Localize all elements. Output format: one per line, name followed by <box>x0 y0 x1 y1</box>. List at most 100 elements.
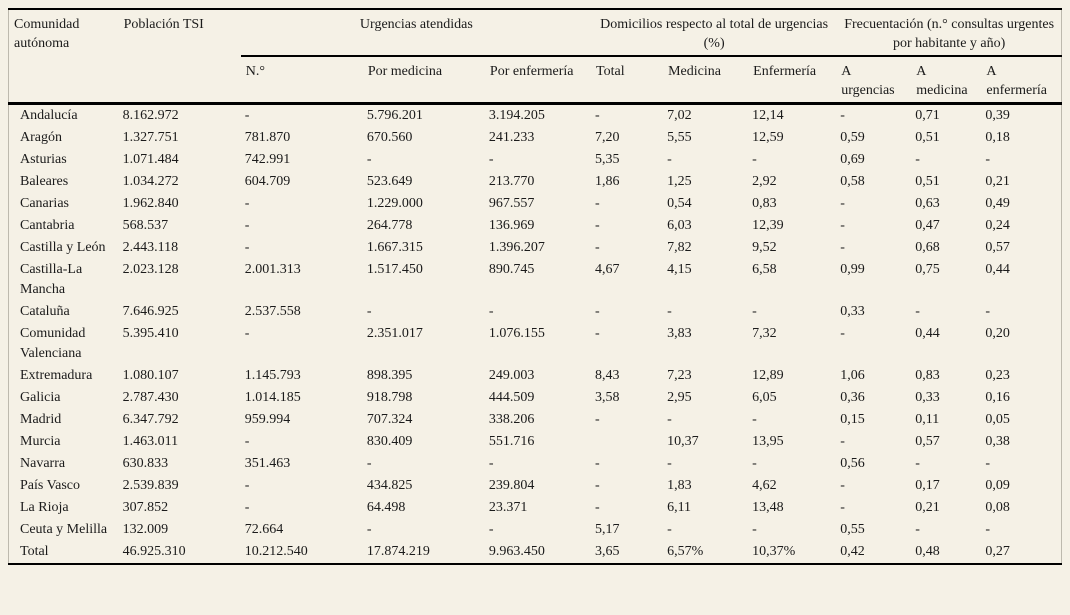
table-cell: - <box>915 152 920 167</box>
table-cell: 1.034.272 <box>122 174 179 189</box>
table-row: Canarias 1.962.840 - 1.229.000 967.557 - 0,54 0… <box>9 193 1062 215</box>
table-row: Baleares 1.034.272 604.709 523.649 213.770 1,… <box>9 171 1062 193</box>
table-cell: 213.770 <box>488 174 535 189</box>
table-cell: 307.852 <box>122 500 169 515</box>
table-cell: 1,86 <box>595 174 620 189</box>
table-cell: - <box>667 304 672 319</box>
row-label: Castilla y León <box>20 240 106 255</box>
header-comunidad-autonoma: Comunidad autónoma <box>8 9 119 105</box>
table-cell: 0,27 <box>985 544 1010 559</box>
table-cell: - <box>244 240 250 255</box>
table-cell: - <box>840 326 845 341</box>
table-cell: 6,05 <box>752 390 777 405</box>
table-cell: 1.071.484 <box>122 152 179 167</box>
table-cell: 0,56 <box>840 456 865 471</box>
table-cell: - <box>244 108 250 123</box>
subheader-col-4: Medicina <box>663 56 749 105</box>
table-cell: 4,15 <box>667 262 692 277</box>
subheader-col-3: Total <box>591 56 664 105</box>
row-label: Canarias <box>20 196 69 211</box>
table-cell: 4,67 <box>595 262 620 277</box>
table-cell: 3,58 <box>595 390 620 405</box>
table-cell: 2.001.313 <box>244 262 301 277</box>
table-cell: - <box>667 152 672 167</box>
subheader-col-8: A enfermería <box>981 56 1062 105</box>
table-cell: 6,03 <box>667 218 692 233</box>
table-cell: 3,65 <box>595 544 620 559</box>
table-cell: - <box>595 500 600 515</box>
table-cell: 10,37 <box>667 434 699 449</box>
table-cell: 3,83 <box>667 326 692 341</box>
table-cell: 630.833 <box>122 456 169 471</box>
header-group-frecuentacion: Frecuentación (n.° consultas urgentes po… <box>836 9 1062 57</box>
table-row: Castilla y León 2.443.118 - 1.667.315 1.396.… <box>9 237 1062 259</box>
table-cell: 2.537.558 <box>244 304 301 319</box>
table-cell: 7,32 <box>752 326 777 341</box>
table-cell: 959.994 <box>244 412 291 427</box>
table-cell: 0,48 <box>915 544 940 559</box>
table-cell: - <box>752 412 757 427</box>
table-cell: 0,57 <box>915 434 940 449</box>
table-cell: 0,05 <box>985 412 1010 427</box>
table-cell: 1,25 <box>667 174 692 189</box>
row-label: Madrid <box>20 412 62 427</box>
table-cell: 0,36 <box>840 390 865 405</box>
table-cell: 3.194.205 <box>488 108 545 123</box>
table-cell: 1.145.793 <box>244 368 301 383</box>
table-cell: - <box>366 456 372 471</box>
table-cell: 830.409 <box>366 434 413 449</box>
table-cell: 0,33 <box>915 390 940 405</box>
table-cell: 8.162.972 <box>122 108 179 123</box>
table-row: Cataluña 7.646.925 2.537.558 - - - - - 0,33 - - <box>9 301 1062 323</box>
table-cell: - <box>595 304 600 319</box>
table-cell: 2,92 <box>752 174 777 189</box>
table-cell: 10,37% <box>752 544 796 559</box>
table-cell: 604.709 <box>244 174 291 189</box>
table-cell: 1.962.840 <box>122 196 179 211</box>
table-cell: 239.804 <box>488 478 535 493</box>
table-cell: 5.796.201 <box>366 108 423 123</box>
table-cell: 0,75 <box>915 262 940 277</box>
table-cell: 10.212.540 <box>244 544 308 559</box>
row-label: Asturias <box>20 152 67 167</box>
table-cell: - <box>488 304 494 319</box>
table-cell: 8,43 <box>595 368 620 383</box>
table-cell: 781.870 <box>244 130 291 145</box>
table-cell: - <box>595 478 600 493</box>
table-cell: - <box>985 152 991 167</box>
table-cell: 9,52 <box>752 240 777 255</box>
table-cell: 523.649 <box>366 174 413 189</box>
subheader-col-5: Enfermería <box>748 56 837 105</box>
table-cell: 0,69 <box>840 152 865 167</box>
header-group-urgencias-atendidas: Urgencias atendidas <box>240 9 592 57</box>
table-row: Asturias 1.071.484 742.991 - - 5,35 - - 0,69 - - <box>9 149 1062 171</box>
table-cell: 0,20 <box>985 326 1010 341</box>
table-cell: 1.229.000 <box>366 196 423 211</box>
table-cell: - <box>915 456 920 471</box>
table-cell: - <box>488 152 494 167</box>
table-cell: 136.969 <box>488 218 535 233</box>
table-cell: - <box>595 456 600 471</box>
table-cell: - <box>244 478 250 493</box>
row-label: La Rioja <box>20 500 69 515</box>
table-cell: - <box>985 456 991 471</box>
table-cell: 2.023.128 <box>122 262 179 277</box>
row-label: Cantabria <box>20 218 75 233</box>
table-cell: 23.371 <box>488 500 528 515</box>
table-row: Castilla-La Mancha 2.023.128 2.001.313 1.51… <box>9 259 1062 301</box>
table-cell: - <box>752 456 757 471</box>
table-cell: - <box>985 304 991 319</box>
table-cell: 0,16 <box>985 390 1010 405</box>
table-cell: 9.963.450 <box>488 544 545 559</box>
row-label: Total <box>20 544 49 559</box>
table-cell: 5,55 <box>667 130 692 145</box>
table-cell: 5.395.410 <box>122 326 179 341</box>
table-cell: 7,23 <box>667 368 692 383</box>
table-cell: 967.557 <box>488 196 535 211</box>
table-cell: 2.539.839 <box>122 478 179 493</box>
table-cell: 0,68 <box>915 240 940 255</box>
table-cell: 0,24 <box>985 218 1010 233</box>
table-row: Comunidad Valenciana 5.395.410 - 2.351.017 1… <box>9 323 1062 365</box>
table-cell: 0,09 <box>985 478 1010 493</box>
table-cell: 0,54 <box>667 196 692 211</box>
